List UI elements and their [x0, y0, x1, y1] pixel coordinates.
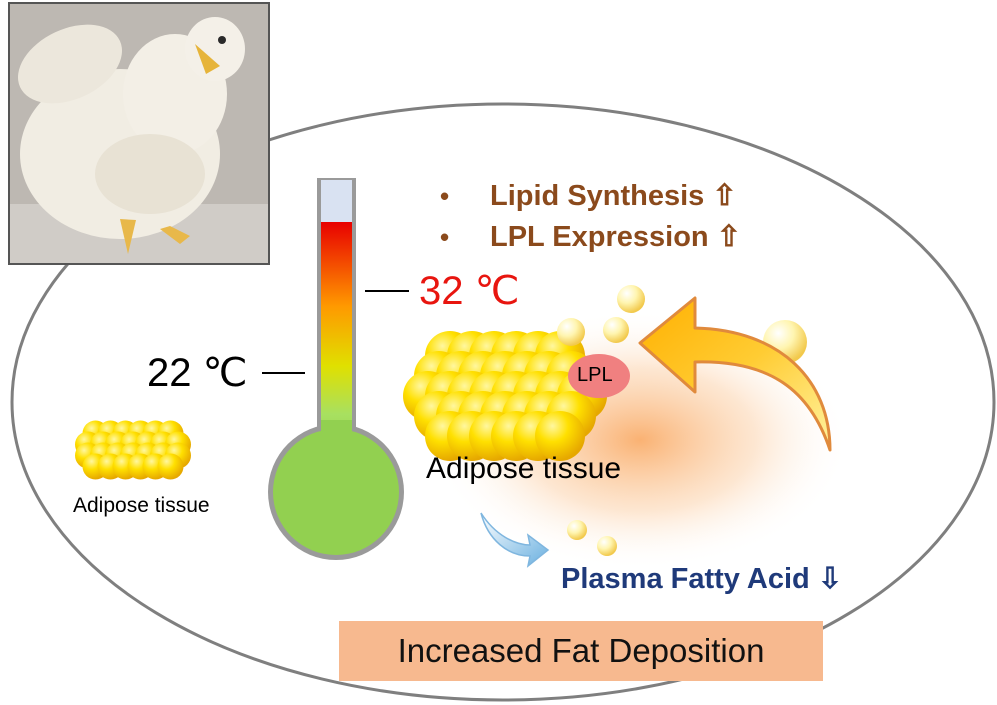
- thermometer-bulb: [273, 429, 399, 555]
- plasma-label-text: Plasma Fatty Acid: [561, 563, 810, 595]
- fatty-acid-bubble: [597, 536, 617, 556]
- lpl-badge: [568, 354, 630, 398]
- bullet-dot: •: [440, 181, 450, 211]
- lpl-label: LPL: [577, 364, 613, 386]
- fat-cell: [535, 411, 585, 461]
- adipose-label-left: Adipose tissue: [73, 494, 210, 517]
- chick-photo: [8, 2, 270, 265]
- plasma-fatty-acid-label: Plasma Fatty Acid ⇩: [561, 561, 842, 596]
- fatty-acid-bubble: [557, 318, 585, 346]
- up-arrow-icon: ⇧: [712, 180, 737, 212]
- fatty-acid-bubble: [567, 520, 587, 540]
- effect-label: LPL Expression: [490, 221, 709, 253]
- fat-cell: [157, 453, 184, 480]
- effect-item: • LPL Expression ⇧: [440, 219, 741, 254]
- up-arrow-icon: ⇧: [716, 221, 742, 253]
- temperature-high-label: 32 ℃: [419, 269, 520, 313]
- bullet-dot: •: [440, 222, 450, 252]
- effect-label: Lipid Synthesis: [490, 180, 705, 212]
- uptake-arrow: [638, 296, 832, 452]
- adipose-label-center: Adipose tissue: [426, 452, 622, 485]
- adipose-cluster-center: [403, 331, 607, 461]
- result-box: Increased Fat Deposition: [339, 621, 823, 681]
- result-label: Increased Fat Deposition: [397, 632, 765, 669]
- temperature-low-label: 22 ℃: [147, 351, 248, 395]
- release-arrow: [480, 512, 550, 568]
- chick-illustration: [10, 4, 268, 263]
- thermometer: [268, 178, 404, 560]
- fatty-acid-bubble: [603, 317, 629, 343]
- adipose-cluster-left: [75, 420, 191, 480]
- down-arrow-icon: ⇩: [817, 563, 843, 595]
- effect-item: • Lipid Synthesis ⇧: [440, 178, 737, 213]
- fatty-acid-bubble: [617, 285, 645, 313]
